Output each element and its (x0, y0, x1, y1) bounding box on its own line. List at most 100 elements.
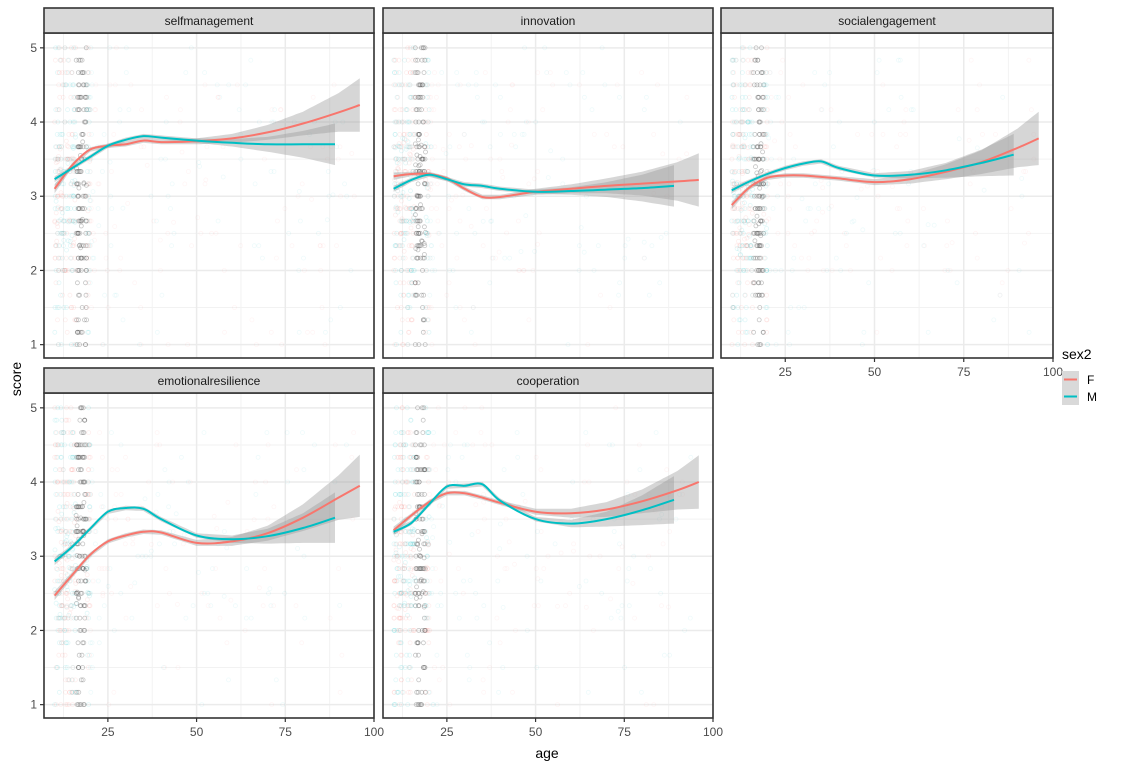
data-point (431, 107, 437, 113)
data-point (253, 342, 259, 348)
data-point (757, 119, 763, 125)
data-point (734, 292, 740, 298)
data-point (632, 615, 637, 621)
data-point (72, 442, 77, 448)
data-point (202, 82, 208, 88)
data-point (766, 216, 772, 222)
data-point (103, 230, 109, 236)
data-point (785, 329, 791, 335)
data-point (416, 553, 422, 558)
data-point (70, 467, 75, 473)
data-point (74, 553, 80, 558)
data-point (57, 615, 62, 621)
data-point (79, 479, 84, 485)
data-point (401, 119, 407, 125)
data-point (734, 181, 739, 187)
data-point (396, 168, 402, 174)
data-point (745, 267, 750, 273)
data-point (739, 227, 745, 233)
data-point (391, 193, 397, 199)
data-point (61, 430, 66, 436)
data-point (73, 689, 78, 695)
data-point (86, 230, 92, 236)
data-point (758, 230, 764, 236)
data-point (407, 689, 413, 695)
data-point (78, 467, 83, 473)
data-point (400, 566, 406, 571)
data-point (481, 689, 487, 695)
data-point (646, 553, 651, 559)
data-point (87, 516, 93, 522)
data-point (100, 454, 105, 460)
data-point (56, 267, 61, 273)
data-point (393, 107, 398, 113)
data-point (64, 665, 70, 670)
data-point (248, 615, 254, 621)
data-point (84, 564, 90, 569)
data-point (392, 578, 398, 584)
data-point (400, 189, 406, 195)
data-point (253, 491, 259, 497)
data-point (64, 491, 70, 497)
data-point (139, 553, 145, 559)
data-point (730, 305, 736, 310)
data-point (435, 82, 441, 88)
data-point (736, 218, 741, 224)
data-point (744, 169, 750, 174)
data-point (72, 236, 77, 242)
data-point (412, 141, 418, 147)
data-point (511, 131, 517, 137)
data-point (64, 590, 70, 596)
data-point (731, 206, 736, 212)
data-point (80, 82, 86, 88)
data-point (404, 206, 410, 212)
data-point (524, 628, 530, 633)
data-point (423, 119, 429, 125)
data-point (55, 70, 60, 75)
data-point (393, 204, 399, 210)
data-point (71, 604, 77, 610)
data-point (399, 148, 404, 154)
data-point (408, 188, 413, 194)
data-point (87, 198, 93, 204)
data-point (507, 255, 513, 261)
data-point (67, 553, 72, 559)
data-point (424, 540, 430, 545)
data-point (70, 82, 76, 88)
data-point (60, 504, 66, 510)
data-point (425, 255, 431, 261)
data-point (427, 218, 433, 224)
data-point (423, 603, 429, 609)
data-point (86, 516, 92, 522)
data-point (213, 566, 219, 571)
data-point (466, 677, 472, 683)
data-point (408, 454, 414, 460)
data-point (402, 541, 408, 547)
data-point (68, 603, 74, 609)
data-point (413, 702, 419, 707)
data-point (68, 405, 74, 411)
data-point (74, 181, 80, 187)
data-point (526, 181, 532, 187)
data-point (410, 467, 416, 473)
data-point (416, 193, 421, 199)
data-point (735, 305, 741, 310)
data-point (755, 94, 761, 100)
data-point (761, 156, 767, 162)
data-point (764, 131, 770, 137)
data-point (63, 82, 69, 88)
data-point (415, 247, 421, 253)
data-point (396, 161, 402, 167)
data-point (319, 305, 325, 310)
data-point (402, 504, 408, 510)
data-point (425, 566, 430, 571)
data-point (87, 107, 93, 113)
data-point (178, 454, 184, 460)
data-point (763, 230, 769, 236)
data-point (412, 342, 418, 348)
data-point (65, 479, 71, 485)
data-point (413, 292, 419, 298)
data-point (785, 193, 791, 199)
data-point (74, 702, 80, 707)
